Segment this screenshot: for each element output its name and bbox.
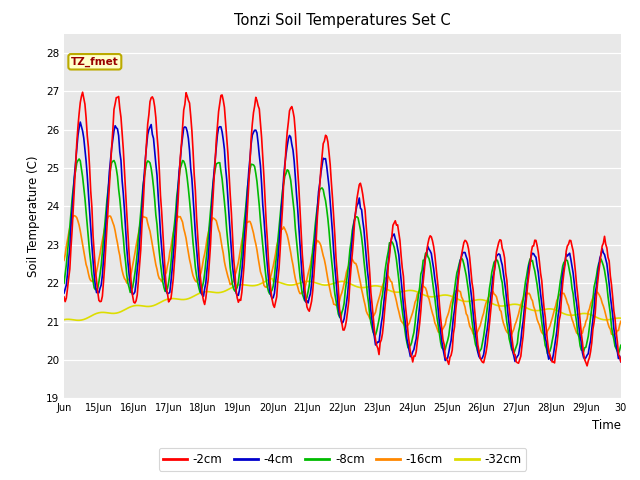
- Text: TZ_fmet: TZ_fmet: [71, 57, 118, 67]
- X-axis label: Time: Time: [592, 419, 621, 432]
- Y-axis label: Soil Temperature (C): Soil Temperature (C): [28, 155, 40, 277]
- Legend: -2cm, -4cm, -8cm, -16cm, -32cm: -2cm, -4cm, -8cm, -16cm, -32cm: [159, 448, 526, 470]
- Title: Tonzi Soil Temperatures Set C: Tonzi Soil Temperatures Set C: [234, 13, 451, 28]
